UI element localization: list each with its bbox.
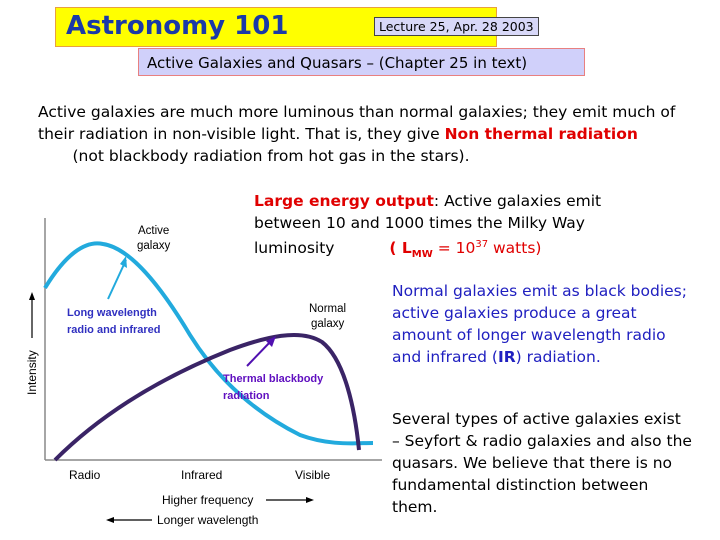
intro-text: Active galaxies are much more luminous t… (38, 103, 676, 143)
freq-arrow-head (306, 497, 314, 503)
annot-thermal-2: radiation (223, 390, 270, 402)
intro-paragraph: Active galaxies are much more luminous t… (38, 101, 710, 167)
non-thermal-highlight: Non thermal radiation (444, 125, 638, 143)
arrow-thermal-head (266, 336, 276, 347)
slide-subtitle: Active Galaxies and Quasars – (Chapter 2… (138, 48, 585, 76)
normal-text-end: ) radiation. (515, 348, 601, 366)
lmw-mid: = 10 (432, 239, 476, 258)
arrow-long-head (120, 256, 127, 268)
slide-title: Astronomy 101 (66, 11, 289, 41)
annot-thermal-1: Thermal blackbody (223, 373, 324, 385)
annot-long-1: Long wavelength (67, 307, 157, 319)
arrow-thermal (246, 339, 273, 367)
lmw-open: ( L (389, 239, 412, 258)
wave-label: Longer wavelength (157, 513, 258, 527)
normal-label-2: galaxy (311, 318, 344, 330)
x-tick-radio: Radio (69, 468, 101, 482)
freq-label: Higher frequency (162, 493, 253, 507)
arrow-long (107, 259, 127, 300)
energy-label: Large energy output (254, 192, 434, 210)
active-label-2: galaxy (137, 240, 170, 252)
spectrum-diagram: Intensity Radio Infrared Visible Higher … (25, 218, 382, 527)
lmw-formula: ( LMW = 1037 watts) (389, 239, 542, 261)
normal-label-1: Normal (309, 303, 346, 315)
annot-long-2: radio and infrared (67, 324, 161, 336)
intro-text-end: (not blackbody radiation from hot gas in… (38, 147, 470, 165)
ir-label: IR (497, 348, 516, 366)
active-galaxy-curve (43, 241, 374, 446)
energy-text: : Active galaxies emit between 10 and 10… (254, 192, 602, 258)
x-tick-visible: Visible (295, 468, 330, 482)
x-tick-infrared: Infrared (181, 468, 222, 482)
lmw-sub: MW (411, 249, 433, 261)
lmw-close: watts) (488, 239, 542, 258)
lecture-label: Lecture 25, Apr. 28 2003 (374, 17, 539, 36)
intensity-arrow-head (29, 292, 35, 300)
wave-arrow-head (106, 517, 114, 523)
energy-paragraph: Large energy output: Active galaxies emi… (254, 190, 624, 266)
normal-galaxy-curve (53, 333, 361, 462)
types-paragraph: Several types of active galaxies exist –… (392, 410, 692, 516)
lmw-exp: 37 (475, 239, 489, 250)
normal-paragraph: Normal galaxies emit as black bodies; ac… (392, 280, 697, 368)
y-axis-label: Intensity (25, 350, 39, 395)
normal-text: Normal galaxies emit as black bodies; ac… (392, 282, 687, 366)
active-label-1: Active (138, 225, 169, 237)
